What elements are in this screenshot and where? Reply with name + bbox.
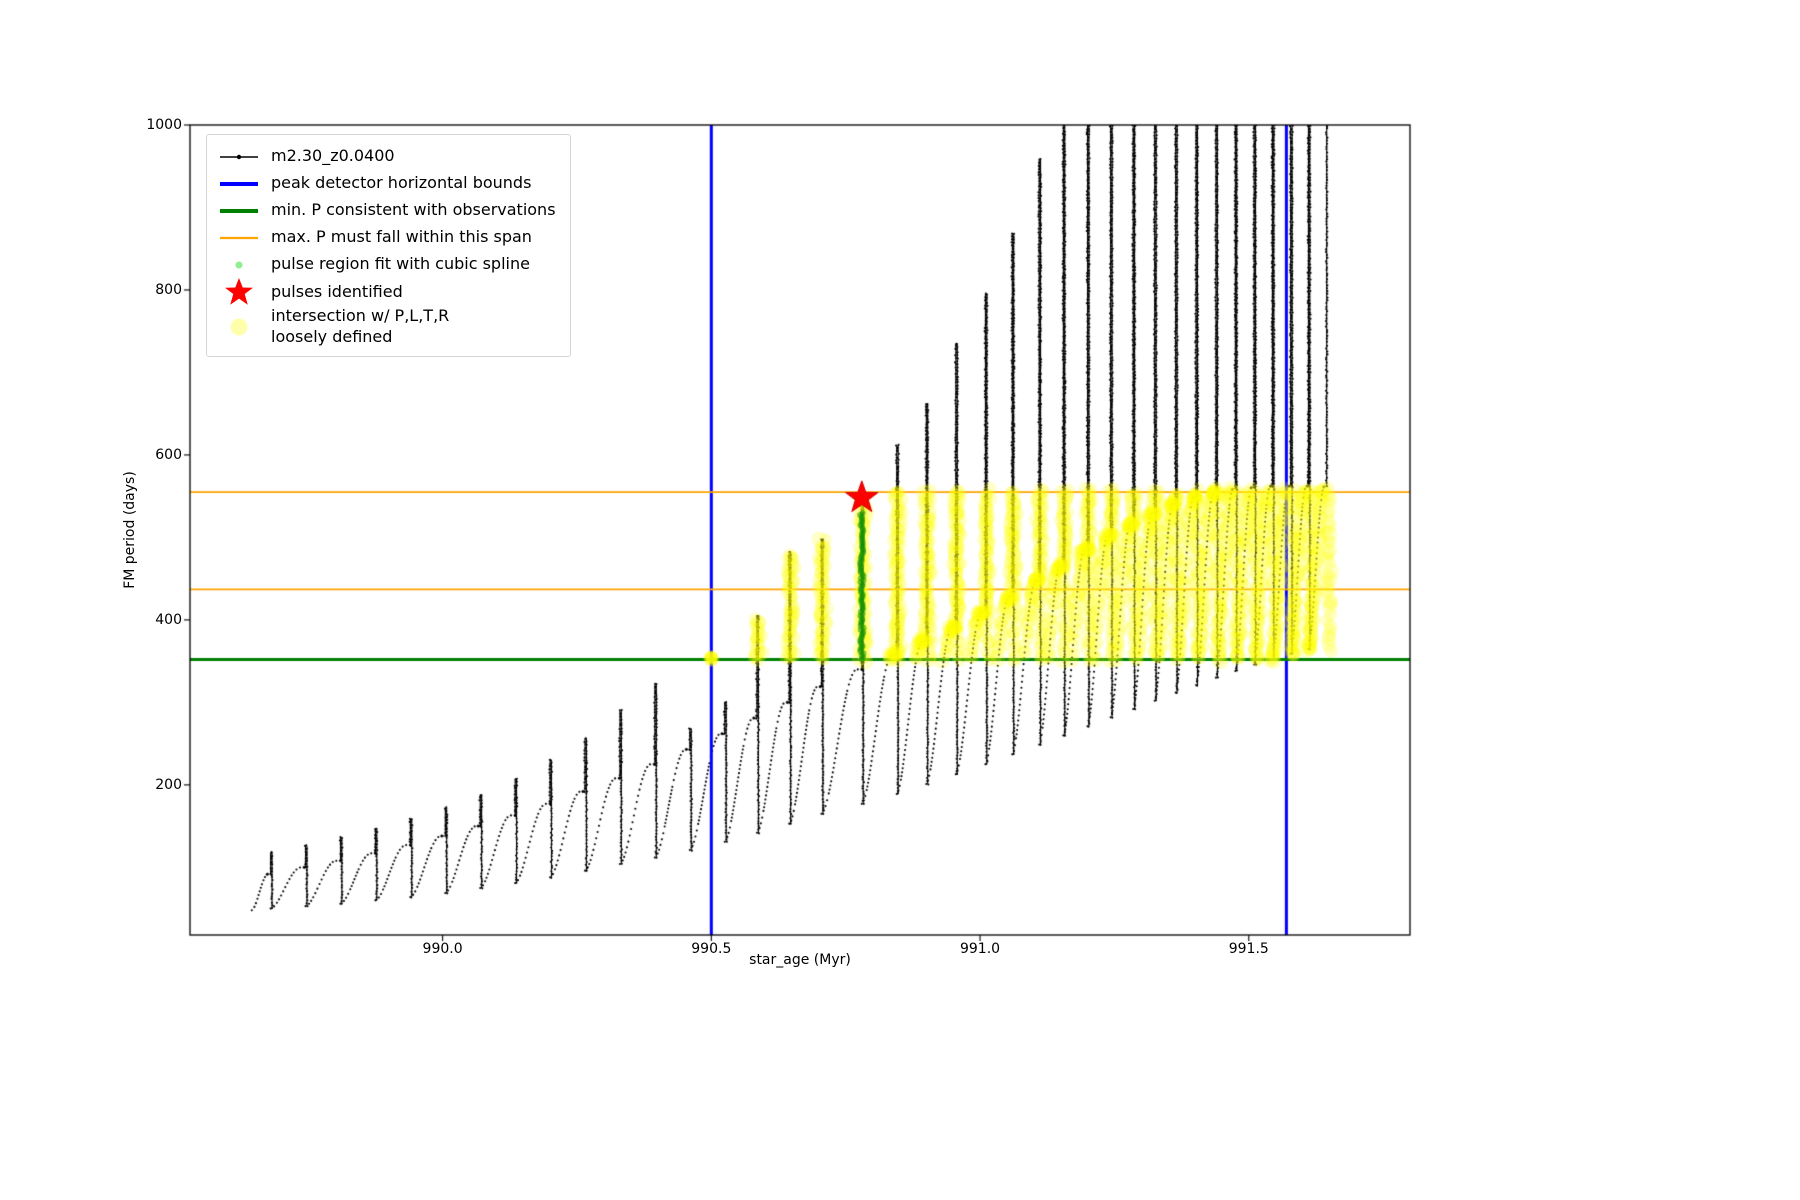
legend-label: pulse region fit with cubic spline: [271, 254, 530, 274]
legend-marker-green-line-icon: [217, 202, 261, 220]
legend-marker-blue-line-icon: [217, 175, 261, 193]
legend-entry: min. P consistent with observations: [217, 197, 556, 224]
legend-label: intersection w/ P,L,T,R loosely defined: [271, 306, 450, 346]
legend-entry: m2.30_z0.0400: [217, 143, 556, 170]
x-tick-label: 991.0: [959, 941, 1001, 957]
y-tick-label: 1000: [146, 117, 182, 133]
legend-label: min. P consistent with observations: [271, 200, 556, 220]
legend-entry: pulses identified: [217, 278, 556, 306]
legend-entry: intersection w/ P,L,T,R loosely defined: [217, 306, 556, 348]
legend-marker-series-line-icon: [217, 148, 261, 166]
legend-entry: max. P must fall within this span: [217, 224, 556, 251]
legend: m2.30_z0.0400 peak detector horizontal b…: [206, 134, 571, 357]
y-tick-label: 400: [155, 611, 182, 628]
x-tick-label: 990.0: [422, 941, 463, 957]
y-tick-label: 200: [155, 776, 182, 793]
legend-marker-orange-line-icon: [217, 229, 261, 247]
legend-label: pulses identified: [271, 281, 403, 301]
legend-entry: pulse region fit with cubic spline: [217, 251, 556, 278]
legend-label: max. P must fall within this span: [271, 227, 532, 247]
x-tick-label: 990.5: [691, 941, 732, 957]
legend-marker-spline-dot-icon: [217, 256, 261, 274]
y-tick-label: 800: [155, 281, 182, 298]
legend-marker-intersection-dot-icon: [217, 315, 261, 339]
x-tick-label: 991.5: [1228, 941, 1269, 957]
y-axis-label: FM period (days): [122, 471, 138, 589]
y-tick-label: 600: [155, 446, 182, 463]
legend-label: m2.30_z0.0400: [271, 146, 395, 166]
x-axis-label: star_age (Myr): [749, 952, 851, 968]
legend-label: peak detector horizontal bounds: [271, 173, 532, 193]
legend-marker-star-icon: [217, 278, 261, 306]
legend-entry: peak detector horizontal bounds: [217, 170, 556, 197]
